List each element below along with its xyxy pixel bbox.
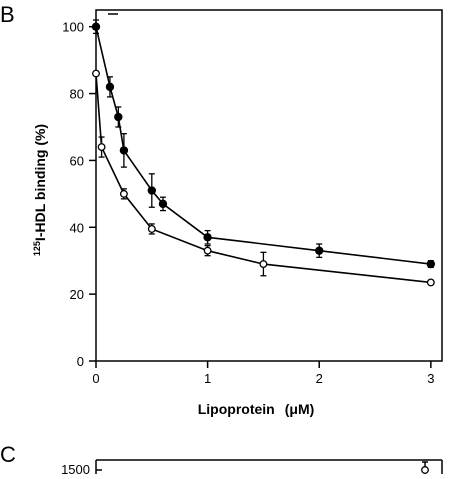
y-tick-label-80: 80 [70, 87, 84, 102]
x-axis-title: Lipoprotein (μM) [198, 401, 315, 417]
point-filled-5 [158, 199, 168, 209]
x-tick-label-1: 1 [204, 371, 211, 386]
panel-letter-c: C [0, 442, 16, 467]
point-filled-8 [426, 259, 436, 269]
point-filled-4 [147, 186, 157, 195]
point-filled-1 [105, 82, 115, 92]
point-filled-6 [203, 233, 212, 242]
point-filled-7 [315, 246, 324, 255]
y-tick-label-0: 0 [77, 354, 84, 369]
x-tick-label-2: 2 [316, 371, 323, 386]
x-tick-label-3: 3 [427, 371, 434, 386]
point-open-1 [97, 143, 106, 152]
plot-area [95, 9, 443, 362]
x-tick-label-0: 0 [92, 371, 99, 386]
panel-letter-b: B [0, 2, 15, 27]
panel-c-open-point [421, 466, 429, 474]
point-open-2 [119, 189, 128, 198]
series-line-open [95, 73, 431, 284]
y-tick-label-100: 100 [62, 20, 84, 35]
y-axis-superscript: 125 [32, 241, 42, 256]
point-open-6 [426, 278, 435, 287]
x-axis-label: Lipoprotein [198, 401, 275, 417]
point-filled-0 [91, 22, 101, 31]
series-line-filled [95, 26, 431, 265]
point-open-4 [203, 246, 212, 255]
point-filled-2 [114, 112, 123, 122]
panel-c-y-tick-label: 1500 [61, 462, 90, 474]
y-tick-label-20: 20 [70, 287, 84, 302]
point-open-5 [259, 260, 268, 269]
plot-frame [95, 9, 443, 362]
point-filled-3 [119, 146, 129, 155]
panel-c-partial-marker [421, 461, 429, 474]
y-tick-label-60: 60 [70, 153, 84, 168]
y-axis-title: 125I-HDL binding (%) [32, 124, 48, 256]
y-axis-label: I-HDL binding (%) [32, 124, 48, 241]
point-open-0 [92, 69, 100, 78]
ticks-layer: 0 20 40 60 80 100 0 1 2 3 [62, 20, 434, 386]
y-tick-label-40: 40 [70, 220, 84, 235]
x-axis-unit: (μM) [285, 401, 315, 417]
point-open-3 [147, 225, 156, 233]
series-layer [91, 19, 436, 287]
